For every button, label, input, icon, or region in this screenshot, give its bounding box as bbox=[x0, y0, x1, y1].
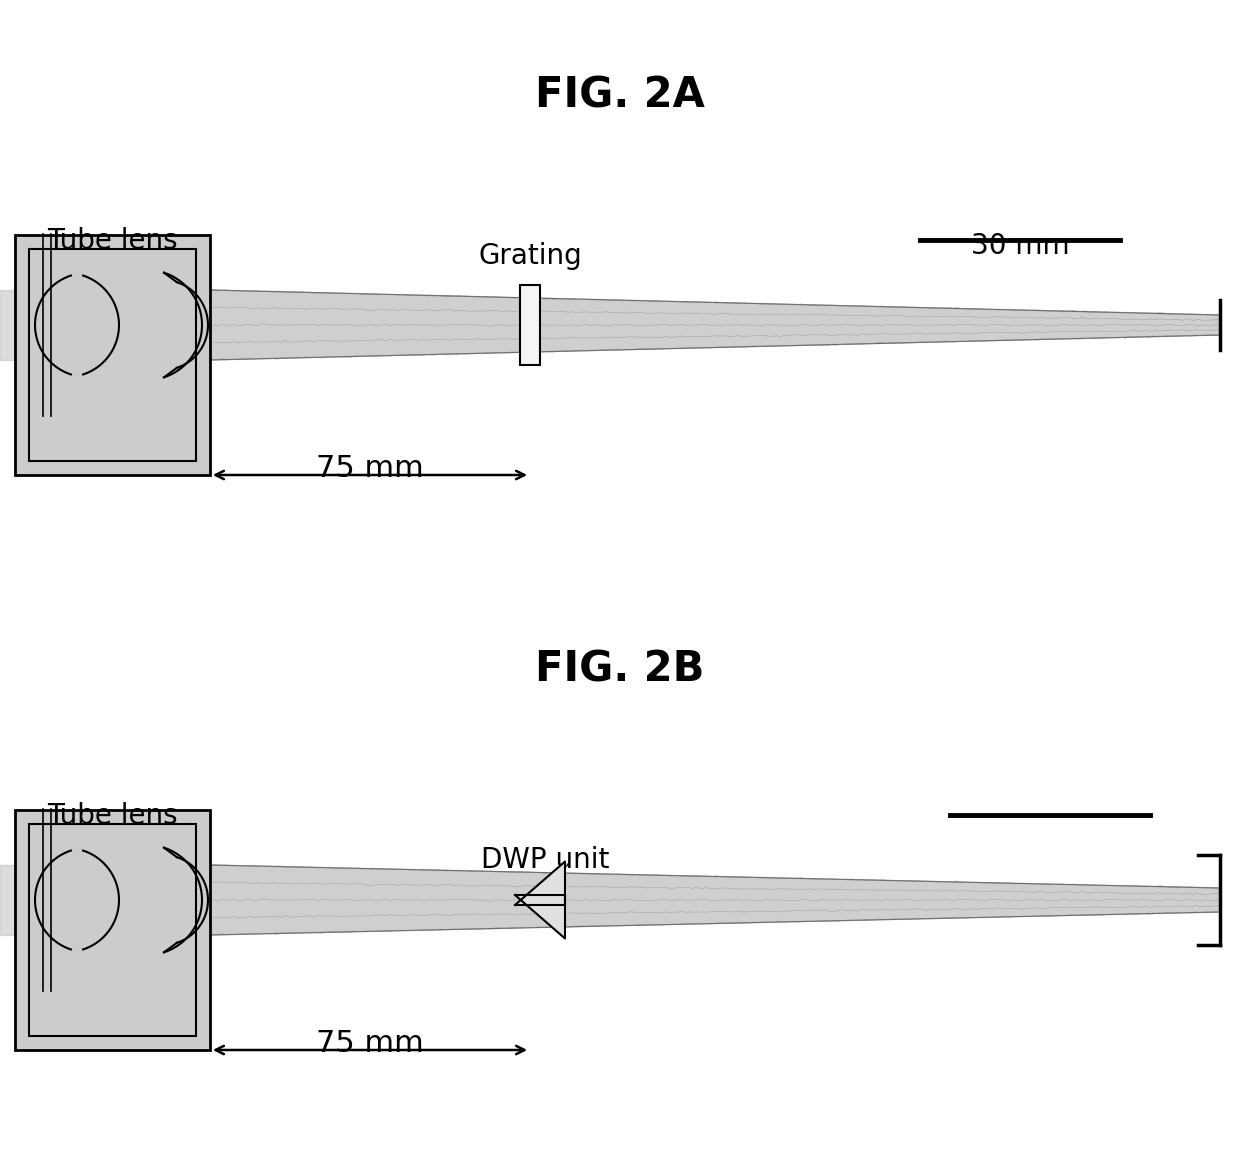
Text: Grating: Grating bbox=[479, 242, 582, 270]
Polygon shape bbox=[210, 865, 1220, 935]
Text: 75 mm: 75 mm bbox=[316, 454, 424, 483]
Text: Tube lens: Tube lens bbox=[47, 802, 177, 830]
Bar bbox=[15, 235, 210, 475]
Text: DWP unit: DWP unit bbox=[481, 846, 609, 874]
Bar bbox=[29, 825, 196, 1036]
Text: FIG. 2A: FIG. 2A bbox=[536, 74, 704, 116]
Text: 30 mm: 30 mm bbox=[971, 232, 1069, 260]
Polygon shape bbox=[515, 895, 565, 938]
Text: 75 mm: 75 mm bbox=[316, 1029, 424, 1058]
Text: Tube lens: Tube lens bbox=[47, 227, 177, 255]
Polygon shape bbox=[210, 290, 1220, 360]
Bar bbox=[29, 250, 196, 461]
Text: FIG. 2B: FIG. 2B bbox=[536, 649, 704, 691]
Bar bbox=[15, 810, 210, 1050]
Polygon shape bbox=[0, 290, 15, 360]
Polygon shape bbox=[0, 865, 15, 935]
Bar bbox=[520, 285, 539, 365]
Polygon shape bbox=[515, 861, 565, 905]
